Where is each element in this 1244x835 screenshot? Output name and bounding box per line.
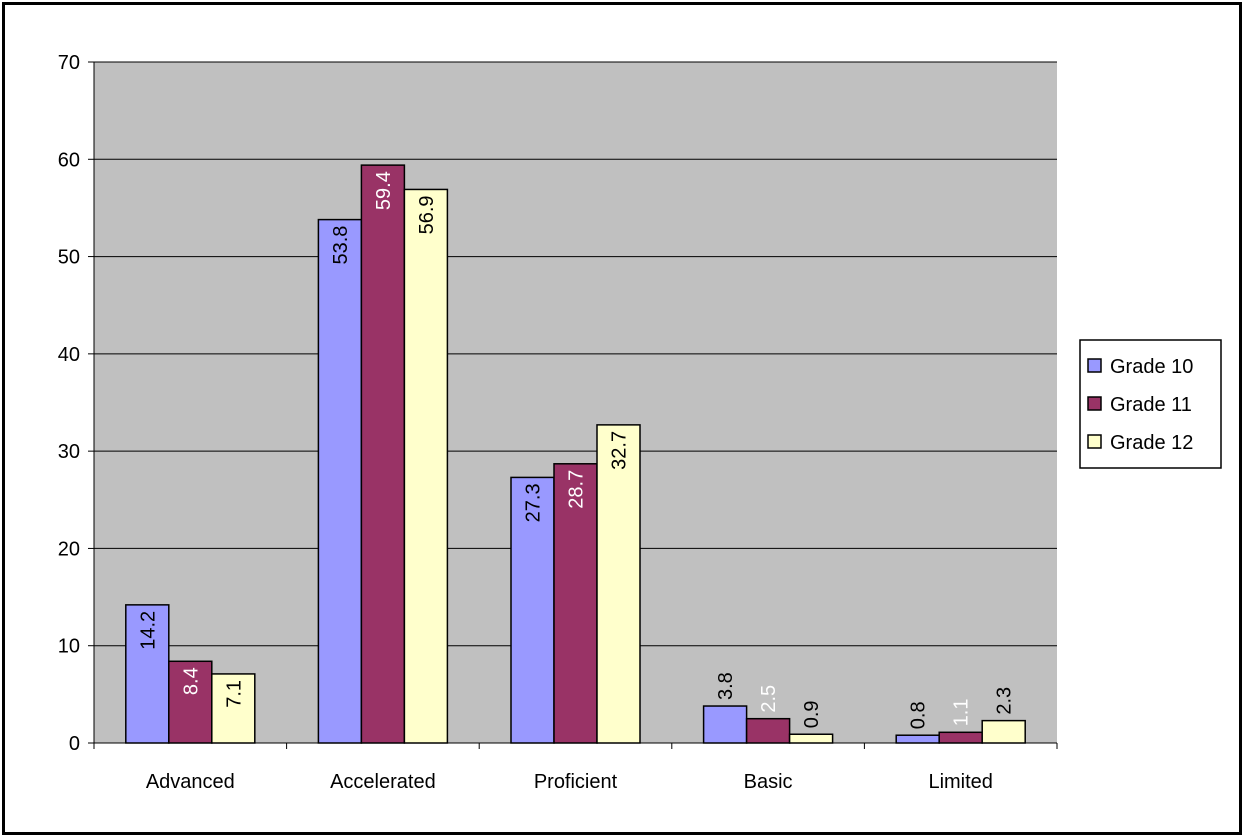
y-tick-label: 0 bbox=[69, 733, 80, 755]
legend: Grade 10 Grade 11 Grade 12 bbox=[1079, 339, 1222, 469]
data-label: 59.4 bbox=[373, 171, 395, 210]
axes: 0 10 20 30 40 50 60 70 Advanced Accelerated Profic… bbox=[58, 52, 1058, 793]
data-label: 27.3 bbox=[523, 483, 545, 522]
y-tick-label: 10 bbox=[58, 636, 80, 658]
data-label: 3.8 bbox=[715, 672, 737, 700]
data-label: 56.9 bbox=[416, 195, 438, 234]
bar bbox=[981, 719, 1026, 744]
data-label: 32.7 bbox=[609, 431, 631, 470]
bar bbox=[360, 164, 406, 744]
bar bbox=[596, 424, 641, 744]
bar bbox=[168, 660, 213, 744]
legend-label: Grade 12 bbox=[1110, 432, 1193, 454]
bar bbox=[553, 463, 598, 744]
bar bbox=[788, 733, 834, 744]
x-category-label: Advanced bbox=[146, 771, 235, 793]
y-tick-label: 70 bbox=[58, 52, 80, 74]
data-label: 2.3 bbox=[994, 687, 1016, 715]
bar bbox=[211, 673, 256, 744]
data-label: 0.8 bbox=[908, 701, 930, 729]
bars bbox=[125, 164, 1026, 744]
legend-label: Grade 11 bbox=[1110, 394, 1192, 416]
x-category-label: Accelerated bbox=[330, 771, 436, 793]
legend-label: Grade 10 bbox=[1110, 356, 1193, 378]
data-label: 7.1 bbox=[223, 680, 245, 708]
legend-swatch bbox=[1087, 396, 1102, 411]
y-tick-label: 30 bbox=[58, 441, 80, 463]
legend-swatch bbox=[1087, 434, 1102, 449]
data-label: 8.4 bbox=[180, 667, 202, 695]
x-category-label: Limited bbox=[928, 771, 992, 793]
value-labels: 14.2 8.4 7.1 53.8 59.4 56.9 27.3 28.7 32.7 3.8 2.5… bbox=[137, 171, 1015, 729]
data-label: 2.5 bbox=[758, 685, 780, 713]
bar bbox=[125, 604, 170, 744]
bar bbox=[403, 188, 449, 744]
y-tick-label: 50 bbox=[58, 247, 80, 269]
bar bbox=[938, 731, 983, 744]
y-tick-label: 20 bbox=[58, 538, 80, 560]
data-label: 28.7 bbox=[566, 470, 588, 509]
bar-chart: 0 10 20 30 40 50 60 70 Advanced Accelerated Profic… bbox=[58, 52, 1222, 793]
data-label: 14.2 bbox=[137, 611, 159, 650]
y-tick-label: 40 bbox=[58, 344, 80, 366]
x-category-label: Proficient bbox=[534, 771, 618, 793]
data-label: 0.9 bbox=[801, 700, 823, 728]
legend-swatch bbox=[1087, 358, 1102, 373]
bar bbox=[895, 734, 940, 744]
legend-box bbox=[1079, 339, 1222, 469]
y-tick-label: 60 bbox=[58, 149, 80, 171]
bar bbox=[317, 218, 363, 744]
data-label: 1.1 bbox=[951, 698, 973, 726]
bar bbox=[510, 476, 555, 744]
bar bbox=[745, 717, 791, 744]
x-category-label: Basic bbox=[744, 771, 793, 793]
data-label: 53.8 bbox=[330, 226, 352, 265]
bar bbox=[702, 705, 748, 744]
